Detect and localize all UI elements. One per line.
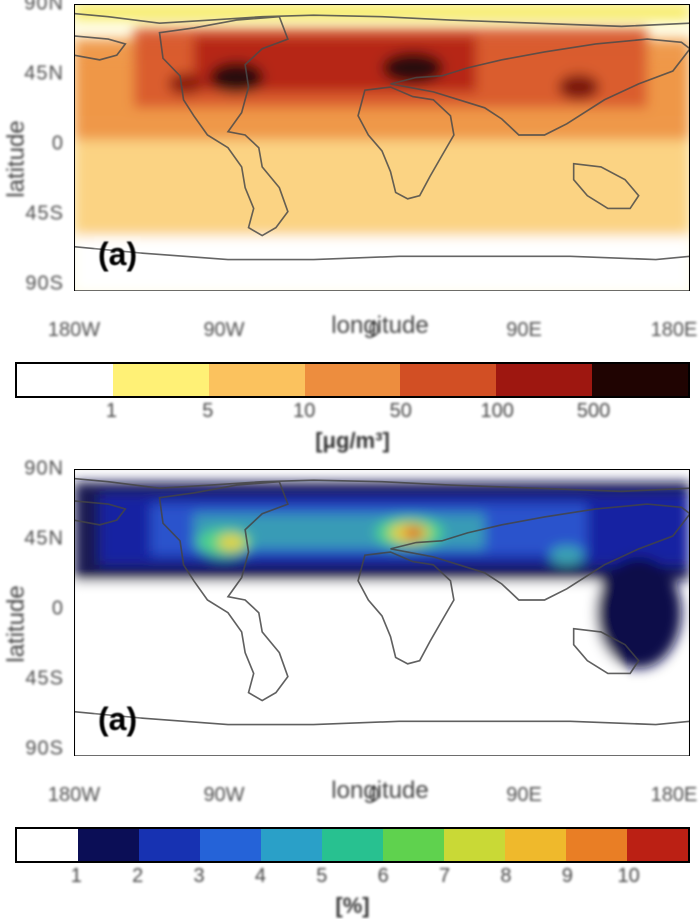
colorbar-tick-label: 4: [255, 865, 266, 888]
panel-label: (a): [94, 701, 141, 738]
colorbar-segment: [209, 364, 305, 396]
colorbar-segment: [305, 364, 401, 396]
colorbar-segment: [139, 829, 200, 861]
panel-top-block: latitude (a)90N45N045S90S180W90W090E180E…: [0, 0, 700, 340]
colorbar-top: [15, 362, 690, 398]
colorbar-segment: [496, 364, 592, 396]
ytick-label: 45N: [24, 528, 64, 551]
panel-label: (a): [94, 236, 141, 273]
colorbar-tick-label: 5: [202, 400, 213, 423]
colorbar-tick-label: 100: [480, 400, 513, 423]
panel-bottom-ylabel: latitude: [3, 585, 31, 662]
panel-spacer: [0, 454, 700, 469]
ytick-label: 0: [52, 133, 64, 156]
colorbar-tick-label: 1: [71, 865, 82, 888]
colorbar-tick-label: 1: [106, 400, 117, 423]
colorbar-tick-label: 10: [293, 400, 315, 423]
panel-top-ylabel-wrap: latitude: [0, 4, 34, 314]
colorbar-tick-label: 3: [194, 865, 205, 888]
colorbar-segment: [592, 364, 688, 396]
colorbar-segment: [322, 829, 383, 861]
colorbar-tick-label: 50: [390, 400, 412, 423]
colorbar-segment: [200, 829, 261, 861]
figure-root: latitude (a)90N45N045S90S180W90W090E180E…: [0, 0, 700, 919]
colorbar-bottom-wrap: 1 2 3 4 5 6 7 8 9 10 [%]: [0, 827, 700, 919]
colorbar-bottom-unit: [%]: [15, 893, 690, 919]
ytick-label: 45S: [25, 668, 64, 691]
panel-bottom-xlabel: longitude: [0, 777, 700, 805]
colorbar-top-wrap: 1 5 10 50 100 500 [μg/m³]: [0, 362, 700, 454]
panel-bottom-map-axes: (a)90N45N045S90S180W90W090E180E: [34, 469, 700, 779]
panel-bottom-map-inner: (a)90N45N045S90S180W90W090E180E: [74, 469, 690, 779]
colorbar-segment: [113, 364, 209, 396]
colorbar-segment: [400, 364, 496, 396]
colorbar-tick-label: 5: [316, 865, 327, 888]
ytick-label: 45S: [25, 203, 64, 226]
colorbar-tick-label: 7: [439, 865, 450, 888]
colorbar-segment: [78, 829, 139, 861]
panel-top-map-inner: (a)90N45N045S90S180W90W090E180E: [74, 4, 690, 314]
colorbar-tick-label: 6: [378, 865, 389, 888]
colorbar-segment: [444, 829, 505, 861]
colorbar-bottom: [15, 827, 690, 863]
colorbar-tick-label: 9: [562, 865, 573, 888]
colorbar-segment: [566, 829, 627, 861]
panel-bottom-block: latitude (a)90N45N045S90S180W90W090E180E…: [0, 469, 700, 805]
colorbar-tick-label: 500: [577, 400, 610, 423]
colorbar-segment: [627, 829, 688, 861]
panel-bottom-ylabel-wrap: latitude: [0, 469, 34, 779]
ytick-label: 90N: [24, 0, 64, 16]
ytick-label: 90N: [24, 458, 64, 481]
colorbar-segment: [261, 829, 322, 861]
colorbar-top-ticks: 1 5 10 50 100 500: [15, 400, 690, 428]
colorbar-top-unit: [μg/m³]: [15, 428, 690, 454]
ytick-label: 45N: [24, 63, 64, 86]
panel-top-ylabel: latitude: [3, 120, 31, 197]
ytick-label: 90S: [25, 273, 64, 296]
panel-top-map-axes: (a)90N45N045S90S180W90W090E180E: [34, 4, 700, 314]
colorbar-segment: [383, 829, 444, 861]
panel-top-xlabel: longitude: [0, 312, 700, 340]
colorbar-segment: [17, 364, 113, 396]
colorbar-bottom-ticks: 1 2 3 4 5 6 7 8 9 10: [15, 865, 690, 893]
colorbar-segment: [17, 829, 78, 861]
colorbar-tick-label: 2: [132, 865, 143, 888]
ytick-label: 0: [52, 598, 64, 621]
colorbar-tick-label: 10: [618, 865, 640, 888]
colorbar-segment: [505, 829, 566, 861]
ytick-label: 90S: [25, 738, 64, 761]
colorbar-tick-label: 8: [500, 865, 511, 888]
